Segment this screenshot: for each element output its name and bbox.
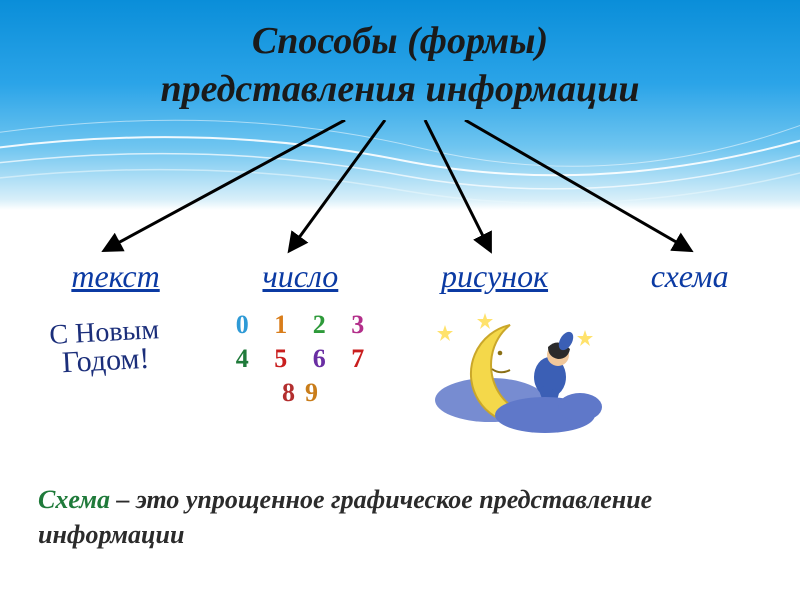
digit: 2 bbox=[302, 310, 337, 340]
definition-body: – это упрощенное графическое представлен… bbox=[38, 485, 652, 549]
digit: 5 bbox=[264, 344, 299, 374]
category-label: число bbox=[262, 258, 338, 295]
title-line1: Способы (формы) bbox=[252, 20, 548, 62]
cursive-line2: Годом! bbox=[20, 342, 191, 379]
digit: 0 bbox=[225, 310, 260, 340]
moon-illustration bbox=[430, 305, 610, 445]
title-line2: представления информации bbox=[161, 68, 640, 110]
category-label: схема bbox=[651, 258, 729, 295]
illustrations-row: С Новым Годом! 0123456789 bbox=[0, 310, 800, 460]
digit: 3 bbox=[341, 310, 376, 340]
arrow bbox=[465, 120, 690, 250]
definition-text: Схема – это упрощенное графическое предс… bbox=[38, 482, 758, 552]
digit: 4 bbox=[225, 344, 260, 374]
cursive-text-illustration: С Новым Годом! bbox=[19, 316, 192, 380]
digit: 7 bbox=[341, 344, 376, 374]
arrow bbox=[290, 120, 385, 250]
digits-illustration: 0123456789 bbox=[225, 310, 375, 408]
arrow bbox=[425, 120, 490, 250]
category-label: текст bbox=[71, 258, 159, 295]
digit: 9 bbox=[305, 378, 318, 408]
arrow bbox=[105, 120, 345, 250]
digit: 8 bbox=[282, 378, 295, 408]
category-row: текст число рисунок схема bbox=[0, 258, 800, 295]
digits-last-row: 89 bbox=[264, 378, 337, 408]
slide-title: Способы (формы) представления информации bbox=[0, 18, 800, 113]
definition-term: Схема bbox=[38, 485, 110, 514]
arrows-svg bbox=[0, 120, 800, 280]
category-label: рисунок bbox=[441, 258, 548, 295]
digit: 6 bbox=[302, 344, 337, 374]
slide: Способы (формы) представления информации… bbox=[0, 0, 800, 600]
digit: 1 bbox=[264, 310, 299, 340]
